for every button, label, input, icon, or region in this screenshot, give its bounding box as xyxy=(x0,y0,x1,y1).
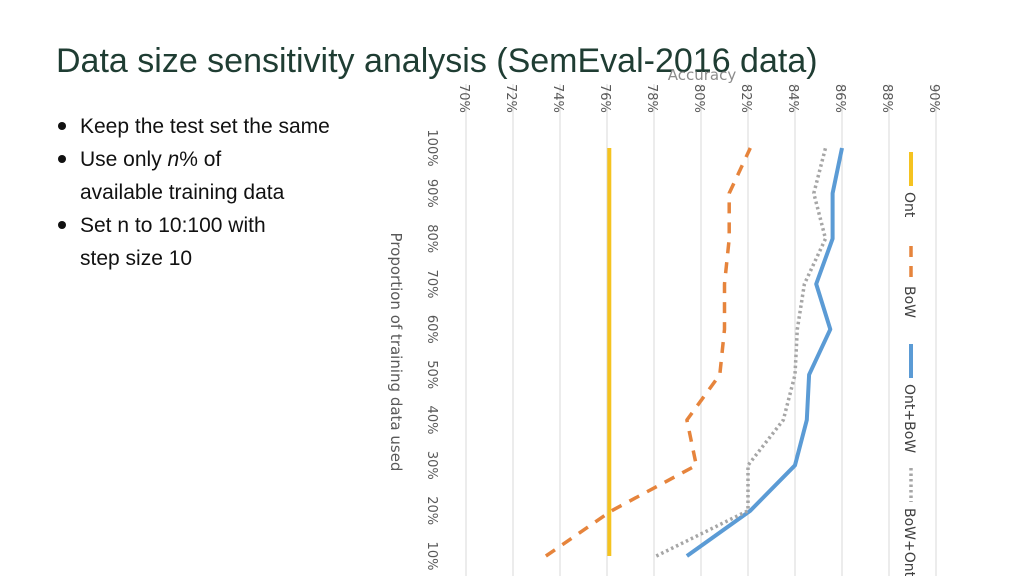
bullet-dot xyxy=(58,221,66,229)
value-tick-label: 74% xyxy=(550,84,565,113)
value-tick-label: 86% xyxy=(832,84,847,113)
category-tick-label: 20% xyxy=(424,496,439,525)
x-axis-title: Proportion of training data used xyxy=(387,233,405,472)
category-tick-label: 100% xyxy=(424,129,439,166)
bullet-continuation: available training data xyxy=(80,181,285,204)
bullet-text: Set n to 10:100 with xyxy=(80,214,266,237)
bullet-item: Keep the test set the same xyxy=(56,110,376,143)
legend-label: Ont+BoW xyxy=(901,384,917,453)
bullet-item: Set n to 10:100 with step size 10 xyxy=(56,209,376,275)
value-tick-label: 90% xyxy=(926,84,941,113)
value-tick-label: 78% xyxy=(644,84,659,113)
value-tick-label: 70% xyxy=(456,84,471,113)
chart-title: Accuracy xyxy=(668,66,737,84)
slide-title: Data size sensitivity analysis (SemEval-… xyxy=(56,42,818,80)
bullet-continuation: step size 10 xyxy=(80,247,193,270)
value-tick-label: 84% xyxy=(785,84,800,113)
legend-label: BoW+Ont xyxy=(901,508,917,576)
legend-label: BoW xyxy=(901,286,917,318)
legend-label: Ont xyxy=(901,192,917,218)
category-tick-label: 10% xyxy=(424,542,439,571)
value-tick-label: 82% xyxy=(738,84,753,113)
value-tick-label: 80% xyxy=(691,84,706,113)
value-tick-label: 88% xyxy=(879,84,894,113)
value-tick-label: 72% xyxy=(503,84,518,113)
bullet-text: Use only xyxy=(80,148,168,171)
bullet-list: Keep the test set the same Use only n% o… xyxy=(56,110,376,275)
bullet-text: Keep the test set the same xyxy=(80,115,330,138)
series-line xyxy=(655,147,828,558)
bullet-dot xyxy=(58,155,66,163)
bullet-emphasis: n xyxy=(167,148,180,171)
series-line xyxy=(685,147,844,558)
category-tick-label: 30% xyxy=(424,451,439,480)
category-tick-label: 90% xyxy=(424,179,439,208)
bullet-item: Use only n% of available training data xyxy=(56,143,376,209)
category-tick-label: 70% xyxy=(424,270,439,299)
category-tick-label: 60% xyxy=(424,315,439,344)
category-tick-label: 80% xyxy=(424,224,439,253)
bullet-text: % of xyxy=(179,148,222,171)
bullet-dot xyxy=(58,122,66,130)
series-line xyxy=(544,147,752,558)
category-tick-label: 50% xyxy=(424,360,439,389)
category-tick-label: 40% xyxy=(424,406,439,435)
value-tick-label: 76% xyxy=(597,84,612,113)
